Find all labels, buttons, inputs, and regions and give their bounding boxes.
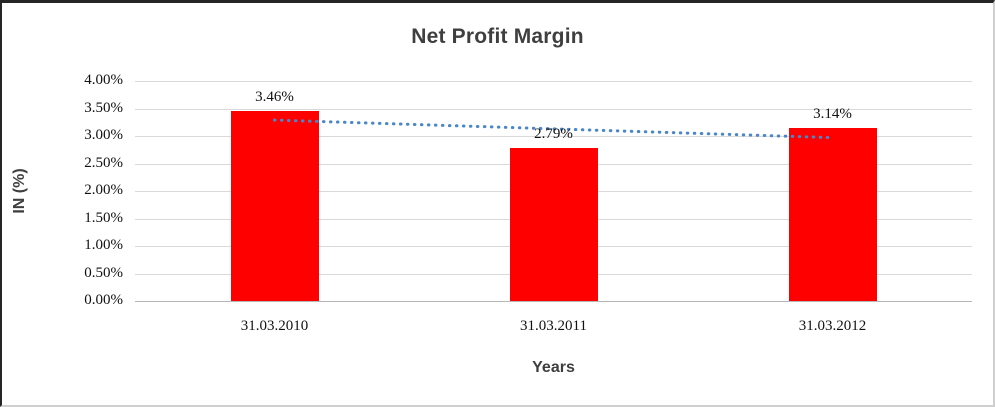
bar-value-label: 3.14% bbox=[813, 106, 852, 123]
bar-31.03.2011 bbox=[509, 147, 598, 301]
y-axis-title-text: IN (%) bbox=[11, 168, 28, 214]
y-tick-label: 0.50% bbox=[84, 264, 123, 281]
chart-title: Net Profit Margin bbox=[411, 25, 584, 48]
y-tick-label: 1.50% bbox=[84, 209, 123, 226]
plot-area bbox=[135, 81, 972, 302]
x-axis-title: Years bbox=[532, 359, 575, 376]
bar-31.03.2010 bbox=[230, 110, 319, 301]
bar-value-label: 2.79% bbox=[534, 125, 573, 142]
y-tick-label: 2.50% bbox=[84, 154, 123, 171]
x-tick-label: 31.03.2011 bbox=[520, 318, 587, 334]
bar-value-label: 3.46% bbox=[255, 88, 294, 105]
x-axis-line bbox=[135, 301, 972, 302]
y-tick-label: 4.00% bbox=[84, 72, 123, 88]
bar-31.03.2012 bbox=[788, 128, 877, 301]
y-tick-label: 2.00% bbox=[84, 182, 123, 198]
gridline bbox=[135, 81, 972, 82]
y-tick-label: 3.00% bbox=[84, 127, 123, 143]
x-tick-label: 31.03.2010 bbox=[240, 318, 309, 334]
y-tick-label: 1.00% bbox=[84, 237, 123, 253]
gridline bbox=[135, 108, 972, 110]
y-tick-label: 3.50% bbox=[84, 99, 123, 116]
y-tick-label: 0.00% bbox=[84, 292, 123, 308]
x-tick-label: 31.03.2012 bbox=[798, 318, 867, 334]
